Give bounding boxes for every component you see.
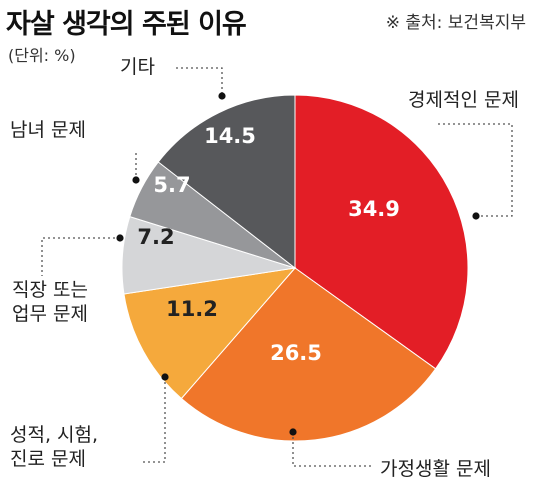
category-label-relationship: 남녀 문제	[10, 119, 86, 141]
value-label-relationship: 5.7	[153, 173, 190, 197]
category-label-other: 기타	[120, 56, 155, 78]
leader-line-other	[176, 67, 223, 96]
unit-label: (단위: %)	[8, 46, 76, 65]
category-label-work: 직장 또는 업무 문제	[12, 279, 88, 325]
pie-slice-economic	[294, 94, 469, 370]
category-label-school: 성적, 시험, 진로 문제	[10, 424, 98, 470]
leader-dot-other	[218, 92, 226, 100]
value-label-family: 26.5	[270, 341, 322, 365]
pie-slice-family	[180, 267, 437, 442]
value-label-school: 11.2	[166, 297, 218, 321]
leader-dot-family	[289, 428, 297, 436]
leader-dot-work	[116, 234, 124, 242]
pie-slice-other	[157, 94, 296, 270]
leader-line-work	[41, 237, 120, 276]
leader-dot-relationship	[132, 176, 140, 184]
leader-line-economic	[438, 123, 513, 217]
value-label-other: 14.5	[204, 124, 256, 148]
leader-line-school	[140, 377, 166, 463]
category-label-family: 가정생활 문제	[380, 458, 491, 480]
category-label-economic: 경제적인 문제	[408, 89, 519, 111]
leader-dot-economic	[472, 212, 480, 220]
source-note: ※ 출처: 보건복지부	[385, 13, 526, 33]
value-label-work: 7.2	[137, 225, 174, 249]
pie-slice-school	[123, 267, 297, 400]
leader-line-family	[292, 432, 374, 467]
value-label-economic: 34.9	[348, 197, 400, 221]
chart-title: 자살 생각의 주된 이유	[6, 9, 247, 40]
leader-dot-school	[161, 373, 169, 381]
